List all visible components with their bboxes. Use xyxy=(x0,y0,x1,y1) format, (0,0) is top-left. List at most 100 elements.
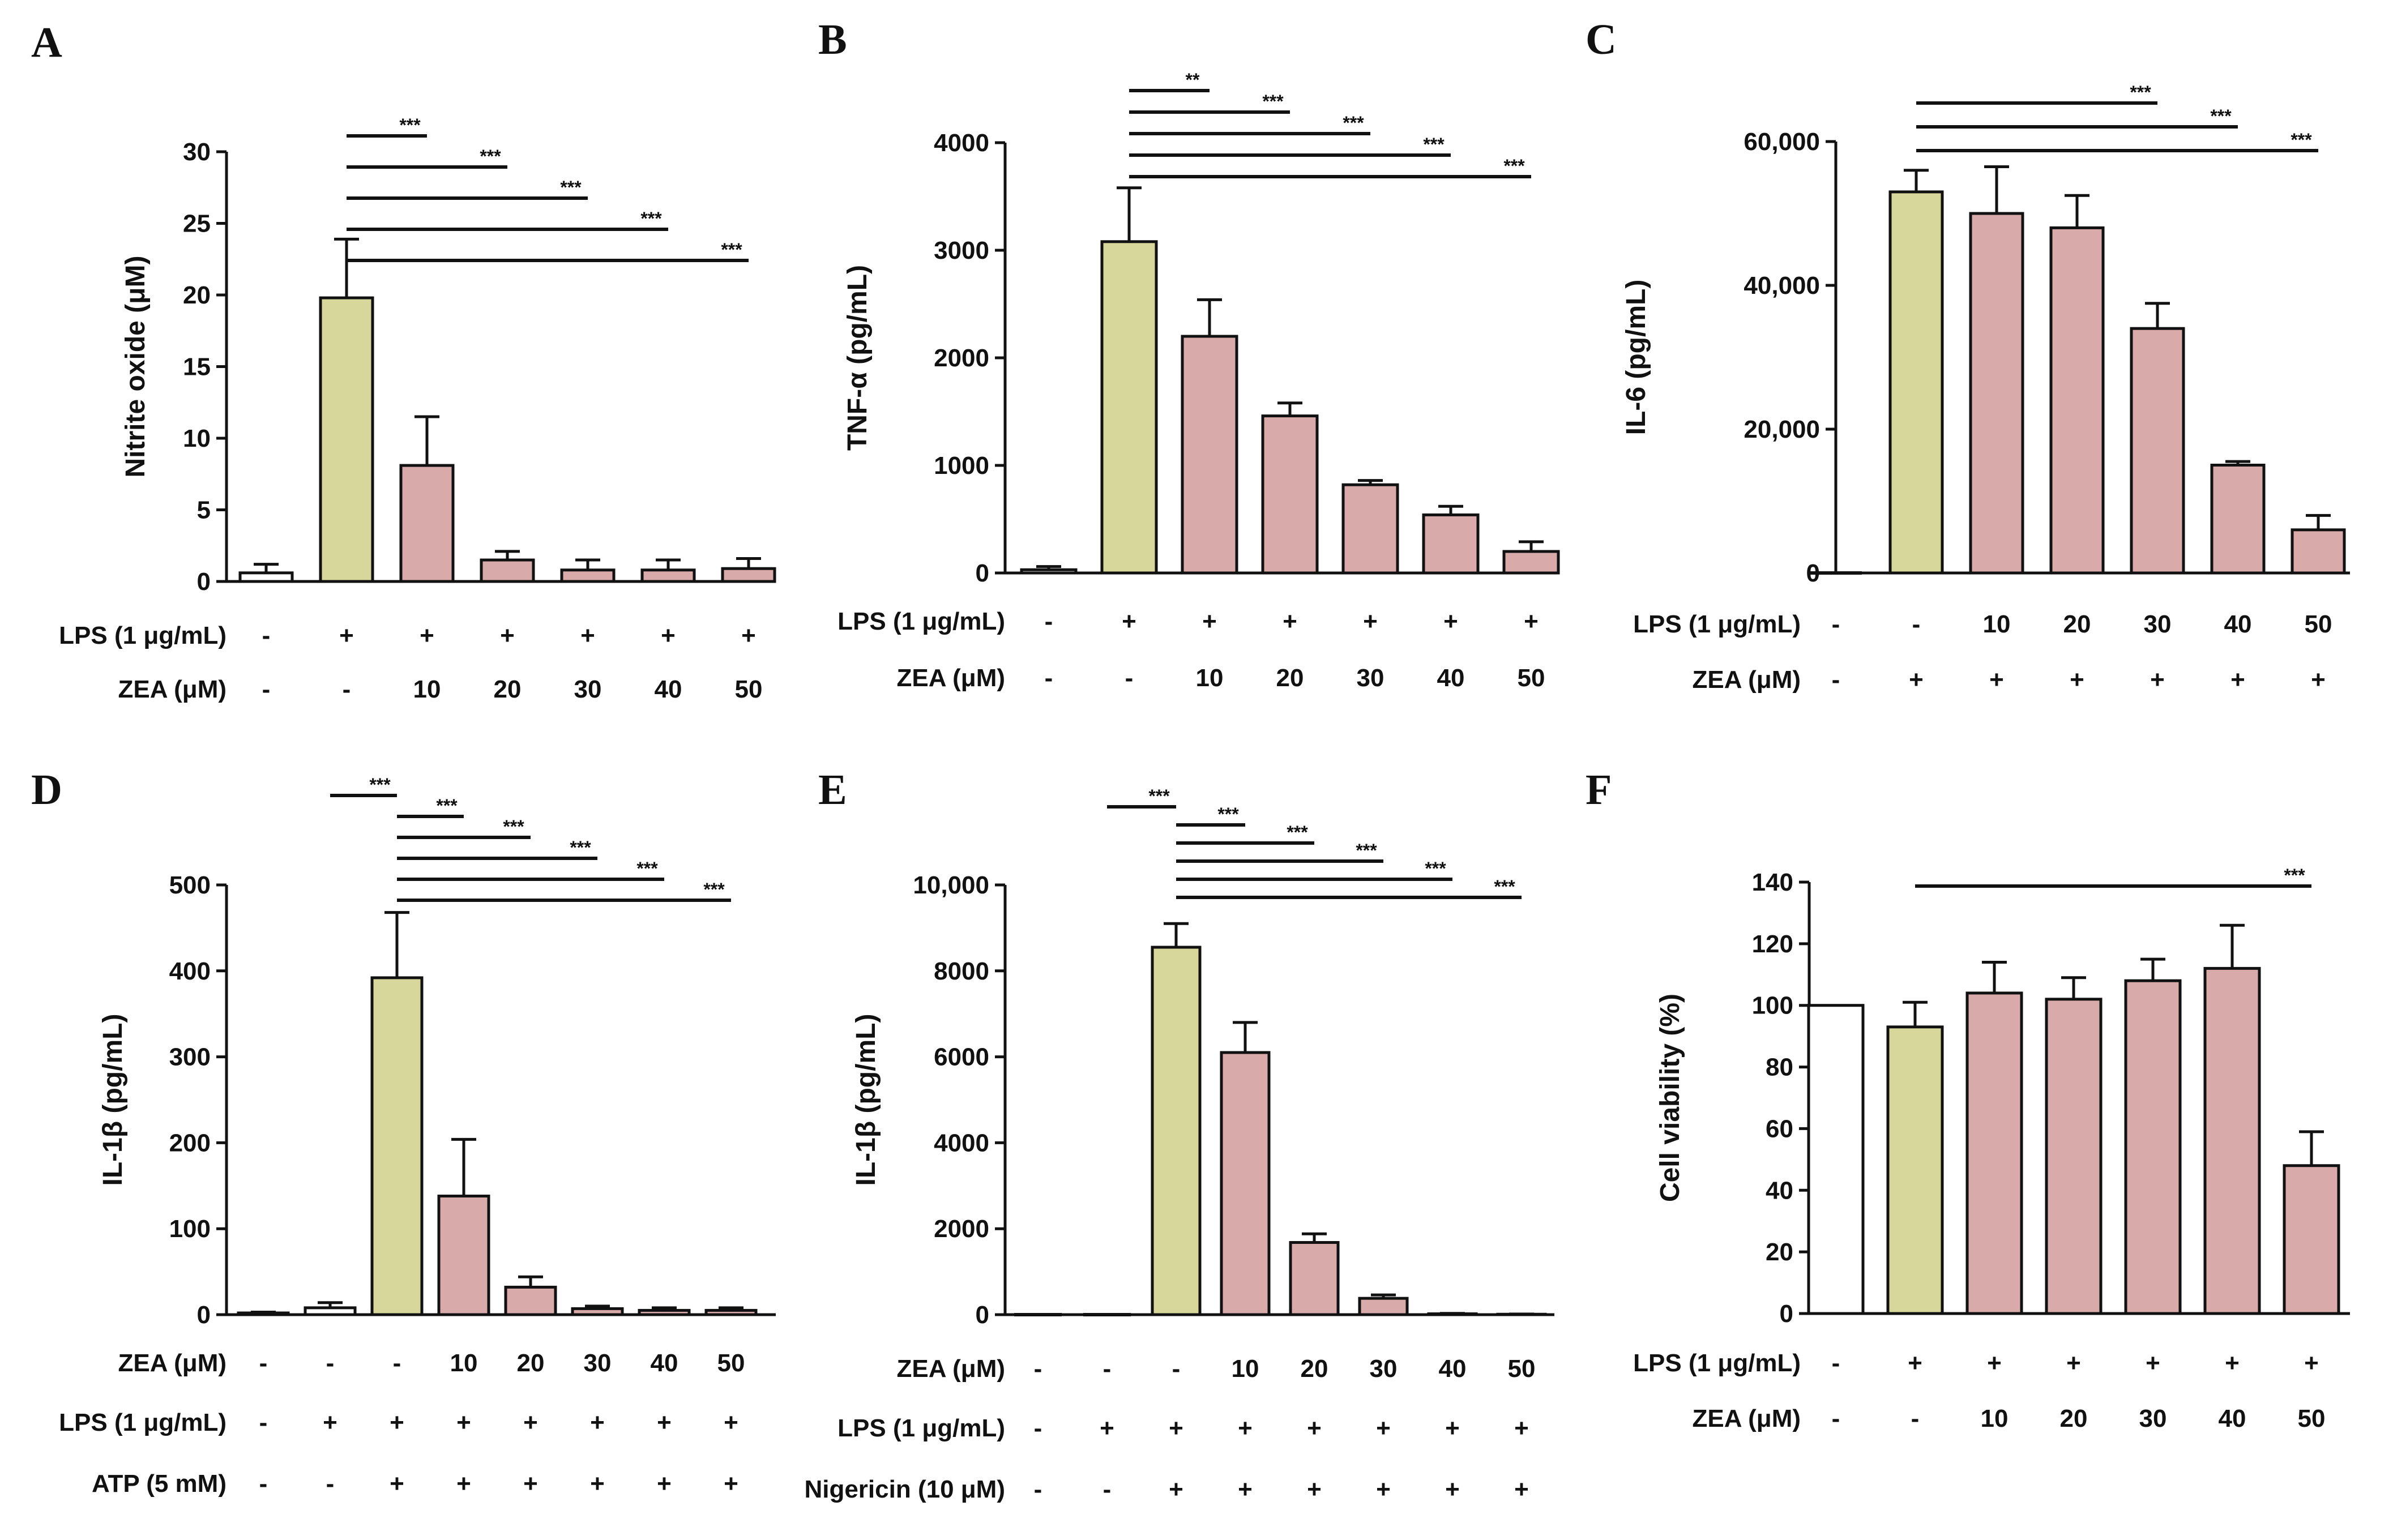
y-tick-label: 8000 xyxy=(934,957,989,985)
condition-value: - xyxy=(1832,1349,1840,1377)
y-tick-label: 200 xyxy=(169,1129,211,1157)
condition-label: LPS (1 μg/mL) xyxy=(837,608,1005,635)
bar xyxy=(370,976,424,1316)
condition-value: + xyxy=(1514,1475,1529,1503)
bar xyxy=(640,568,696,583)
bar xyxy=(2045,998,2103,1315)
condition-value: - xyxy=(1034,1355,1042,1383)
panel-letter: B xyxy=(818,16,847,63)
significance-label: *** xyxy=(1287,822,1308,842)
y-tick-label: 0 xyxy=(976,1301,989,1329)
significance-label: ** xyxy=(1186,70,1200,90)
bar xyxy=(1422,513,1480,575)
condition-label: LPS (1 μg/mL) xyxy=(1633,1349,1801,1377)
y-tick-label: 15 xyxy=(183,353,211,381)
condition-value: + xyxy=(1514,1414,1529,1442)
significance-label: *** xyxy=(2130,82,2151,102)
condition-value: 40 xyxy=(2219,1405,2246,1432)
bar xyxy=(1502,550,1560,575)
condition-value: 50 xyxy=(2298,1405,2326,1432)
condition-value: + xyxy=(1283,608,1297,635)
condition-value: 10 xyxy=(1196,664,1224,692)
condition-value: - xyxy=(259,1470,268,1498)
y-tick-label: 2000 xyxy=(934,344,989,372)
significance-label: *** xyxy=(1503,156,1525,176)
condition-value: + xyxy=(1238,1475,1253,1503)
condition-value: 50 xyxy=(2305,610,2332,638)
condition-value: - xyxy=(262,675,271,703)
condition-value: 20 xyxy=(2063,610,2091,638)
bar xyxy=(721,567,776,583)
y-tick-label: 60 xyxy=(1766,1115,1793,1143)
y-tick-label: 100 xyxy=(1752,992,1793,1020)
y-tick-label: 0 xyxy=(1780,1300,1793,1328)
condition-value: + xyxy=(2146,1349,2160,1377)
significance-label: *** xyxy=(570,837,591,858)
condition-value: + xyxy=(390,1409,404,1436)
condition-label: LPS (1 μg/mL) xyxy=(837,1414,1005,1442)
condition-value: + xyxy=(1307,1475,1322,1503)
bar xyxy=(1341,483,1399,575)
condition-value: 50 xyxy=(1508,1355,1536,1383)
condition-label: LPS (1 μg/mL) xyxy=(59,1409,227,1436)
condition-value: - xyxy=(326,1470,335,1498)
significance-label: *** xyxy=(1148,786,1170,806)
significance-label: *** xyxy=(1494,876,1515,897)
condition-value: + xyxy=(724,1470,738,1498)
significance-label: *** xyxy=(436,795,458,816)
condition-value: - xyxy=(1832,1405,1840,1432)
y-tick-label: 20,000 xyxy=(1744,416,1820,443)
significance-label: *** xyxy=(1425,858,1446,879)
condition-value: 30 xyxy=(1357,664,1384,692)
y-tick-label: 40,000 xyxy=(1744,272,1820,300)
y-tick-label: 60,000 xyxy=(1744,128,1820,156)
panel-e: E 0 2000 4000 6000 8000 10,000 IL-1β (pg/mL) ***… xyxy=(804,766,1554,1503)
condition-value: + xyxy=(339,622,354,649)
y-tick-label: 20 xyxy=(1766,1238,1793,1266)
significance-label: *** xyxy=(2291,130,2312,150)
condition-value: + xyxy=(1989,666,2004,694)
condition-value: 30 xyxy=(2139,1405,2167,1432)
condition-value: 30 xyxy=(2144,610,2172,638)
bar xyxy=(560,568,616,583)
condition-value: + xyxy=(657,1409,672,1436)
bar xyxy=(2203,966,2261,1315)
condition-value: - xyxy=(262,622,271,649)
bar xyxy=(1807,1004,1865,1315)
y-tick-label: 10 xyxy=(183,425,211,452)
condition-value: + xyxy=(500,622,515,649)
condition-value: 20 xyxy=(1301,1355,1328,1383)
condition-label: ZEA (μM) xyxy=(1693,1405,1801,1432)
condition-value: + xyxy=(1169,1414,1183,1442)
condition-value: + xyxy=(590,1470,605,1498)
y-tick-label: 6000 xyxy=(934,1043,989,1071)
condition-value: 20 xyxy=(517,1349,545,1377)
bar xyxy=(2291,528,2346,575)
y-tick-label: 400 xyxy=(169,957,211,985)
condition-value: + xyxy=(2150,666,2165,694)
condition-value: 20 xyxy=(1276,664,1304,692)
condition-value: - xyxy=(326,1349,335,1377)
bar xyxy=(571,1307,624,1316)
condition-value: + xyxy=(1376,1475,1391,1503)
condition-value: 30 xyxy=(574,675,602,703)
y-tick-label: 10,000 xyxy=(913,871,989,899)
condition-value: - xyxy=(1045,608,1053,635)
condition-value: - xyxy=(1103,1475,1112,1503)
bar xyxy=(319,296,374,583)
condition-value: + xyxy=(1524,608,1539,635)
condition-value: + xyxy=(580,622,595,649)
significance-label: *** xyxy=(640,208,662,229)
significance-label: *** xyxy=(1423,134,1445,155)
condition-value: 40 xyxy=(1437,664,1465,692)
condition-value: + xyxy=(456,1409,471,1436)
condition-value: + xyxy=(1445,1414,1460,1442)
condition-value: 30 xyxy=(584,1349,612,1377)
bar xyxy=(704,1308,758,1316)
condition-value: + xyxy=(661,622,676,649)
condition-value: + xyxy=(657,1470,672,1498)
condition-value: 50 xyxy=(717,1349,745,1377)
condition-label: ZEA (μM) xyxy=(897,1355,1005,1383)
bar xyxy=(2210,464,2266,575)
bar xyxy=(480,558,535,583)
